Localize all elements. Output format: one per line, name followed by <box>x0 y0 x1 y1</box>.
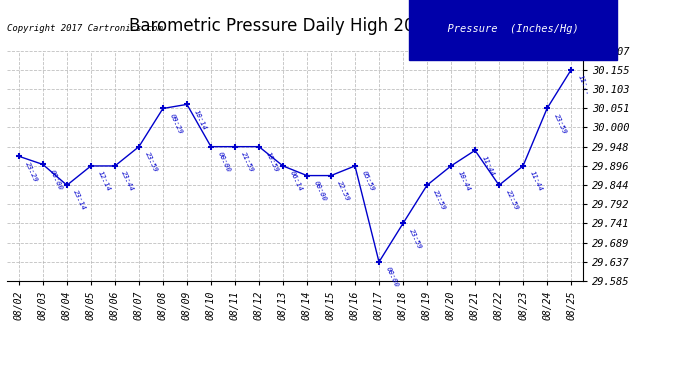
Text: Barometric Pressure Daily High 20170826: Barometric Pressure Daily High 20170826 <box>129 17 478 35</box>
Text: 10:14: 10:14 <box>193 108 207 131</box>
Text: 22:59: 22:59 <box>433 189 447 212</box>
Text: 11:..: 11:.. <box>577 74 591 96</box>
Text: 10:44: 10:44 <box>457 170 471 192</box>
Text: 00:00: 00:00 <box>384 266 400 288</box>
Text: 11:44: 11:44 <box>480 154 495 177</box>
Text: Copyright 2017 Cartronics.com: Copyright 2017 Cartronics.com <box>7 24 163 33</box>
Text: 00:00: 00:00 <box>217 151 231 173</box>
Text: 21:59: 21:59 <box>241 151 255 173</box>
Text: 22:59: 22:59 <box>504 189 520 212</box>
Text: 00:00: 00:00 <box>48 169 63 191</box>
Text: 11:44: 11:44 <box>529 170 543 192</box>
Text: 23:14: 23:14 <box>72 189 87 212</box>
Text: 06:14: 06:14 <box>288 170 303 192</box>
Text: 23:59: 23:59 <box>144 151 159 173</box>
Text: 23:29: 23:29 <box>24 160 39 183</box>
Text: 10:59: 10:59 <box>264 151 279 173</box>
Text: 23:59: 23:59 <box>553 112 567 135</box>
Text: 09:29: 09:29 <box>168 112 183 135</box>
Text: 05:59: 05:59 <box>361 170 375 192</box>
Text: 23:44: 23:44 <box>121 170 135 192</box>
Text: 23:59: 23:59 <box>408 228 423 250</box>
Text: Pressure  (Inches/Hg): Pressure (Inches/Hg) <box>435 24 591 34</box>
Text: 12:14: 12:14 <box>97 170 111 192</box>
Text: 00:00: 00:00 <box>313 180 327 202</box>
Text: 22:59: 22:59 <box>337 180 351 202</box>
